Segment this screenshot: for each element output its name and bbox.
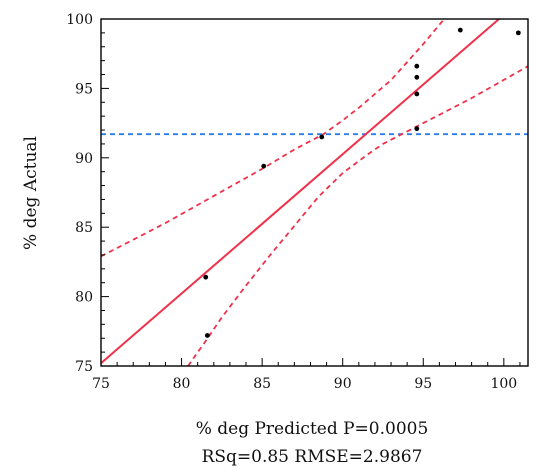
plot-frame bbox=[100, 18, 529, 367]
data-point bbox=[457, 27, 463, 33]
x-axis-title: % deg Predicted P=0.0005 bbox=[196, 419, 429, 439]
data-point bbox=[203, 274, 209, 280]
y-tick-label: 85 bbox=[75, 220, 93, 236]
fit-line bbox=[101, 19, 500, 364]
y-axis-title: % deg Actual bbox=[21, 136, 41, 250]
fit-curves bbox=[101, 19, 528, 366]
x-tick-label: 100 bbox=[490, 376, 517, 392]
x-tick-label: 95 bbox=[414, 376, 432, 392]
plot-background bbox=[101, 19, 528, 366]
x-axis-subtitle: RSq=0.85 RMSE=2.9867 bbox=[202, 447, 423, 467]
y-tick-label: 100 bbox=[66, 12, 93, 28]
data-point bbox=[414, 63, 420, 69]
x-tick-label: 75 bbox=[92, 376, 110, 392]
x-tick-label: 80 bbox=[173, 376, 191, 392]
data-point bbox=[204, 333, 210, 338]
y-tick-label: 75 bbox=[75, 359, 93, 375]
y-tick-label: 80 bbox=[75, 290, 93, 306]
data-point bbox=[515, 30, 521, 36]
x-tick-label: 85 bbox=[253, 376, 271, 392]
y-tick-label: 90 bbox=[75, 151, 93, 167]
data-point bbox=[261, 163, 267, 169]
axes: 75 80 85 90 95 100 75 80 85 90 95 100 bbox=[66, 12, 529, 392]
plot-area bbox=[101, 19, 528, 366]
data-point bbox=[319, 134, 325, 140]
data-point bbox=[414, 91, 420, 97]
x-tick-label: 90 bbox=[334, 376, 352, 392]
data-point bbox=[414, 74, 420, 80]
data-points bbox=[203, 27, 521, 338]
confidence-upper-curve bbox=[101, 19, 445, 258]
confidence-lower-curve bbox=[187, 65, 528, 366]
y-tick-label: 95 bbox=[75, 81, 93, 97]
data-point bbox=[414, 126, 420, 132]
